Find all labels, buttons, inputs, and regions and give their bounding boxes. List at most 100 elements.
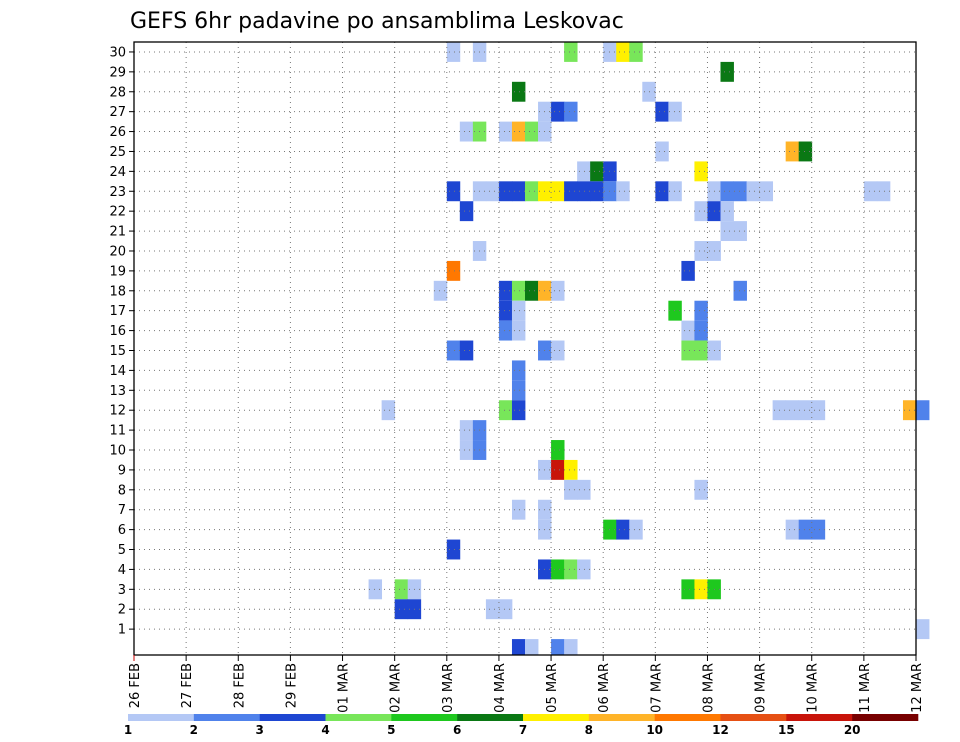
x-tick-label: 06 MAR xyxy=(597,663,612,713)
y-tick-label: 24 xyxy=(109,165,126,180)
y-tick-label: 15 xyxy=(109,344,126,359)
heatmap-cell xyxy=(394,599,409,620)
heatmap-cell xyxy=(733,280,747,301)
heatmap-cell xyxy=(916,400,930,421)
y-tick-label: 7 xyxy=(118,503,126,518)
heatmap-cell xyxy=(694,579,708,600)
y-tick-label: 3 xyxy=(118,583,126,598)
heatmap-cell xyxy=(525,181,539,202)
y-tick-label: 26 xyxy=(109,125,126,140)
legend-threshold-label: 8 xyxy=(585,723,593,737)
heatmap-cell xyxy=(681,260,695,281)
heatmap-cell xyxy=(668,101,682,122)
heatmap-cell xyxy=(564,459,578,480)
heatmap-cell xyxy=(511,121,526,142)
legend-color-swatch xyxy=(720,714,787,721)
x-tick-label: 07 MAR xyxy=(649,663,664,713)
legend: 1 2 3 4 5 6 7 8 10 12 15 20 xyxy=(124,714,919,737)
heatmap-cell xyxy=(564,639,578,655)
legend-color-swatch xyxy=(588,714,655,721)
y-tick-label: 14 xyxy=(109,364,126,379)
heatmap-cell xyxy=(694,300,708,321)
heatmap-cell xyxy=(511,639,526,655)
y-tick-label: 23 xyxy=(109,185,126,200)
heatmap-cell xyxy=(798,400,813,421)
heatmap-cell xyxy=(759,181,774,202)
heatmap-cell xyxy=(733,181,747,202)
legend-color-swatch xyxy=(457,714,524,721)
heatmap-cell xyxy=(551,440,565,460)
heatmap-cell xyxy=(577,479,591,500)
x-tick-label: 02 MAR xyxy=(389,663,404,713)
heatmap-cell xyxy=(485,599,500,620)
heatmap-cell xyxy=(876,181,891,202)
heatmap-cell xyxy=(655,101,669,122)
legend-color-swatch xyxy=(523,714,590,721)
heatmap-cell xyxy=(446,181,461,202)
heatmap-cell xyxy=(511,280,526,301)
heatmap-cell xyxy=(498,181,513,202)
legend-threshold-label: 6 xyxy=(453,723,461,737)
y-tick-label: 17 xyxy=(109,304,126,319)
y-tick-label: 13 xyxy=(109,384,126,399)
legend-color-swatch xyxy=(259,714,326,721)
x-tick-label: 09 MAR xyxy=(754,663,769,713)
heatmap-cell xyxy=(394,579,409,600)
heatmap-cell xyxy=(511,181,526,202)
y-tick-label: 6 xyxy=(118,523,126,538)
x-tick-label: 11 MAR xyxy=(858,663,873,713)
heatmap-cell xyxy=(720,181,734,202)
heatmap-cell xyxy=(564,181,578,202)
x-tick-label: 29 FEB xyxy=(284,663,299,708)
heatmap-cell xyxy=(551,340,565,361)
legend-threshold-label: 5 xyxy=(387,723,395,737)
heatmap-cell xyxy=(551,181,565,202)
heatmap-cell xyxy=(498,121,513,142)
heatmap-cell xyxy=(446,340,461,361)
heatmap-cell xyxy=(681,579,695,600)
legend-threshold-label: 20 xyxy=(844,723,861,737)
heatmap-cell xyxy=(577,559,591,580)
heatmap-cell xyxy=(655,181,669,202)
y-tick-label: 9 xyxy=(118,463,126,478)
y-tick-label: 29 xyxy=(109,65,126,80)
y-tick-label: 25 xyxy=(109,145,126,160)
y-axis: 1234567891011121314151617181920212223242… xyxy=(109,45,134,638)
legend-threshold-label: 12 xyxy=(712,723,729,737)
heatmap-cell xyxy=(629,42,643,62)
heatmap-cell xyxy=(694,479,708,500)
heatmap-cell xyxy=(811,519,826,540)
x-tick-label: 01 MAR xyxy=(337,663,352,713)
x-tick-label: 08 MAR xyxy=(701,663,716,713)
legend-threshold-label: 3 xyxy=(255,723,263,737)
heatmap-cell xyxy=(733,221,747,242)
x-tick-label: 27 FEB xyxy=(180,663,195,708)
heatmap-cell xyxy=(590,161,604,182)
heatmap-cell xyxy=(694,340,708,361)
y-tick-label: 22 xyxy=(109,205,126,220)
heatmap-cell xyxy=(446,260,461,281)
heatmap-cell xyxy=(551,639,565,655)
heatmap-cell xyxy=(564,101,578,122)
heatmap-cell xyxy=(616,519,630,540)
heatmap-cell xyxy=(590,181,604,202)
heatmap-cell xyxy=(459,440,474,460)
legend-color-swatch xyxy=(193,714,260,721)
cells-layer xyxy=(368,42,930,655)
heatmap-cell xyxy=(551,459,565,480)
heatmap-cell xyxy=(498,400,513,421)
heatmap-cell xyxy=(720,61,734,82)
legend-threshold-label: 7 xyxy=(519,723,527,737)
y-tick-label: 8 xyxy=(118,483,126,498)
heatmap-cell xyxy=(720,221,734,242)
y-tick-label: 2 xyxy=(118,603,126,618)
heatmap-cell xyxy=(511,499,526,520)
heatmap-cell xyxy=(785,141,800,162)
heatmap-cell xyxy=(498,300,513,321)
heatmap-cell xyxy=(694,320,708,341)
heatmap-cell xyxy=(564,42,578,62)
legend-color-swatch xyxy=(786,714,853,721)
heatmap-cell xyxy=(525,639,539,655)
legend-color-swatch xyxy=(325,714,392,721)
y-tick-label: 20 xyxy=(109,244,126,259)
